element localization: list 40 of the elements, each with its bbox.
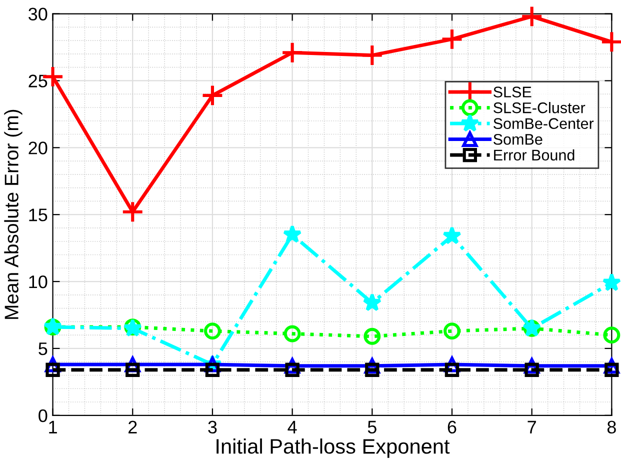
legend-label: SomBe bbox=[494, 134, 542, 145]
point bbox=[444, 362, 460, 377]
point bbox=[204, 322, 221, 340]
point bbox=[281, 41, 304, 64]
x-tick-label: 1 bbox=[49, 420, 57, 434]
legend-label: SLSE bbox=[494, 86, 532, 98]
legend-label: SomBe-Center bbox=[494, 118, 594, 129]
point bbox=[121, 200, 144, 224]
y-tick-label: 0 bbox=[38, 409, 48, 422]
point bbox=[602, 272, 621, 292]
point bbox=[520, 5, 544, 28]
legend-label: SLSE-Cluster bbox=[494, 102, 586, 114]
point bbox=[284, 325, 301, 342]
y-tick-label: 5 bbox=[38, 342, 48, 356]
point bbox=[444, 322, 460, 340]
x-tick-label: 5 bbox=[368, 420, 376, 434]
point bbox=[364, 328, 381, 345]
x-tick-label: 6 bbox=[448, 420, 456, 434]
point bbox=[442, 226, 462, 244]
point bbox=[362, 293, 382, 312]
point bbox=[360, 44, 384, 67]
y-tick-label: 20 bbox=[28, 142, 48, 154]
point bbox=[282, 224, 302, 243]
point bbox=[603, 326, 620, 344]
point bbox=[440, 28, 464, 50]
x-tick-label: 3 bbox=[208, 420, 217, 434]
x-tick-label: 8 bbox=[607, 420, 616, 434]
y-tick-label: 25 bbox=[28, 74, 48, 88]
x-tick-label: 4 bbox=[288, 420, 297, 434]
x-tick-label: 2 bbox=[128, 420, 137, 434]
point bbox=[46, 362, 60, 377]
y-tick-label: 15 bbox=[29, 208, 48, 222]
x-tick-label: 7 bbox=[528, 420, 536, 434]
y-axis-title: Mean Absolute Error (m) bbox=[4, 110, 22, 319]
x-axis-title: Initial Path-loss Exponent bbox=[216, 438, 450, 458]
point bbox=[205, 362, 220, 377]
legend-label: Error Bound bbox=[494, 149, 574, 161]
y-tick-label: 10 bbox=[29, 275, 48, 288]
y-tick-label: 30 bbox=[28, 8, 48, 20]
point bbox=[201, 84, 224, 107]
